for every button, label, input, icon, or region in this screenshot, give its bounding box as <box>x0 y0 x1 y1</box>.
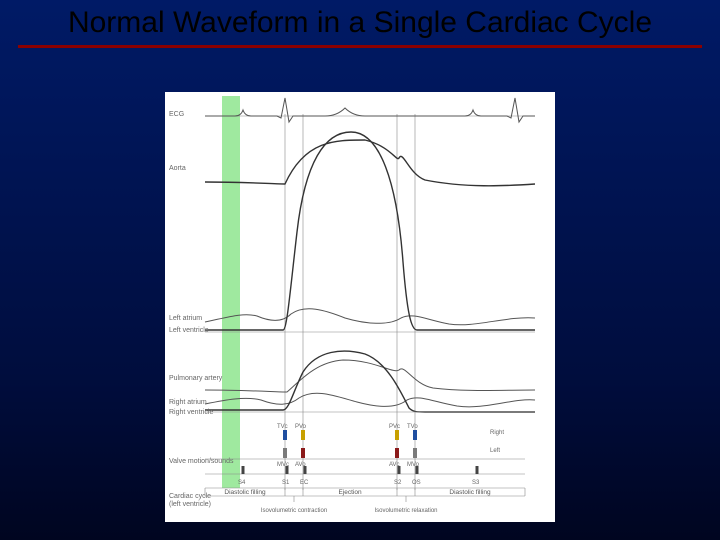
heart-sound-tick <box>416 466 419 474</box>
row-label-cc2: (left ventricle) <box>169 501 211 508</box>
row-label-ra: Right atrium <box>169 399 207 406</box>
row-label-pa: Pulmonary artery <box>169 375 223 382</box>
phase-sub-label: Isovolumetric relaxation <box>374 508 437 514</box>
valve-label: TVc <box>277 424 288 430</box>
heart-sound-tick <box>242 466 245 474</box>
heart-sound-label: S1 <box>282 480 290 486</box>
slide-title: Normal Waveform in a Single Cardiac Cycl… <box>0 0 720 43</box>
phase-label: Diastolic filling <box>449 489 491 496</box>
row-label-ecg: ECG <box>169 111 184 118</box>
cardiac-cycle-figure: ECG Aorta Left atrium Left ventricle Pulmona… <box>165 92 555 522</box>
left-atrium-trace <box>205 309 535 325</box>
valve-tick <box>413 448 417 458</box>
row-label-lv: Left ventricle <box>169 327 209 334</box>
phase-sub-label: Isovolumetric contraction <box>261 508 327 514</box>
heart-sound-label: OS <box>412 480 421 486</box>
heart-sound-tick <box>476 466 479 474</box>
valve-tick <box>301 448 305 458</box>
valve-tick <box>395 448 399 458</box>
valve-label: PVo <box>295 424 307 430</box>
heart-sound-tick <box>286 466 289 474</box>
valve-label: TVo <box>407 424 418 430</box>
side-label: Right <box>490 430 504 436</box>
phase-label: Diastolic filling <box>224 489 266 496</box>
valve-tick <box>283 448 287 458</box>
row-label-aorta: Aorta <box>169 165 186 172</box>
row-label-la: Left atrium <box>169 315 202 322</box>
row-label-rv: Right ventricle <box>169 409 213 416</box>
valve-label: PVc <box>389 424 400 430</box>
valve-tick <box>283 430 287 440</box>
valve-tick <box>413 430 417 440</box>
side-label: Left <box>490 448 500 454</box>
phase-label: Ejection <box>338 489 362 496</box>
heart-sound-label: S2 <box>394 480 402 486</box>
heart-sound-tick <box>304 466 307 474</box>
ecg-trace <box>205 98 535 122</box>
aorta-trace <box>205 140 535 186</box>
left-ventricle-trace <box>205 132 535 330</box>
right-ventricle-trace <box>205 351 535 412</box>
heart-sound-label: S3 <box>472 480 480 486</box>
heart-sound-label: S4 <box>238 480 246 486</box>
right-atrium-trace <box>205 393 535 407</box>
valve-tick <box>395 430 399 440</box>
highlight-band <box>222 96 240 488</box>
valve-tick <box>301 430 305 440</box>
title-underline <box>18 45 702 48</box>
heart-sound-tick <box>398 466 401 474</box>
heart-sound-label: EC <box>300 480 309 486</box>
pulmonary-artery-trace <box>205 360 535 392</box>
